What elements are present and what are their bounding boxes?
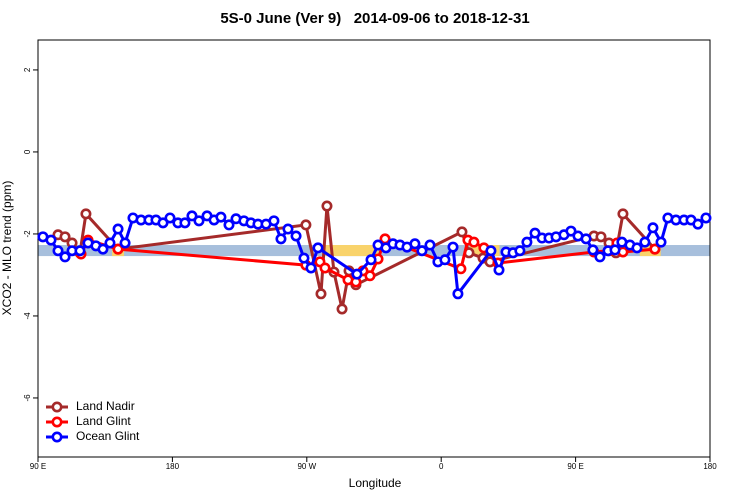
- data-point: [112, 223, 124, 235]
- x-tick-label: 0: [439, 462, 444, 471]
- data-point: [97, 243, 109, 255]
- data-point: [529, 227, 541, 239]
- data-point: [493, 264, 505, 276]
- data-point: [594, 251, 606, 263]
- data-point: [565, 225, 577, 237]
- legend-label: Land Glint: [76, 414, 131, 428]
- data-point: [186, 210, 198, 222]
- data-point: [312, 242, 324, 254]
- data-point: [700, 212, 712, 224]
- chart-title: 5S-0 June (Ver 9) 2014-09-06 to 2018-12-…: [220, 10, 529, 27]
- x-tick-label: 180: [703, 462, 717, 471]
- highlight-band: [324, 245, 379, 257]
- y-tick-label: -4: [23, 312, 32, 320]
- data-point: [282, 223, 294, 235]
- data-point: [215, 211, 227, 223]
- x-tick-label: 90 E: [567, 462, 583, 471]
- y-tick-label: 2: [23, 67, 32, 72]
- data-point: [447, 241, 459, 253]
- data-point: [609, 244, 621, 256]
- data-point: [223, 219, 235, 231]
- data-point: [468, 236, 480, 248]
- data-point: [119, 237, 131, 249]
- data-point: [275, 233, 287, 245]
- plot-frame: [37, 39, 711, 458]
- legend-label: Ocean Glint: [76, 429, 140, 443]
- legend-label: Land Nadir: [76, 399, 135, 413]
- data-point: [617, 208, 629, 220]
- data-point: [514, 245, 526, 257]
- data-point: [439, 254, 451, 266]
- data-point: [298, 252, 310, 264]
- data-point: [336, 303, 348, 315]
- data-point: [315, 288, 327, 300]
- data-point: [104, 237, 116, 249]
- data-point: [164, 212, 176, 224]
- data-point: [364, 270, 376, 282]
- legend-marker: [51, 416, 63, 428]
- data-point: [74, 245, 86, 257]
- data-point: [319, 262, 331, 274]
- y-tick-label: -2: [23, 230, 32, 238]
- x-axis-label: Longitude: [349, 476, 402, 490]
- data-point: [365, 254, 377, 266]
- data-point: [649, 243, 661, 255]
- data-point: [59, 231, 71, 243]
- y-tick-label: -6: [23, 394, 32, 402]
- legend-marker: [51, 401, 63, 413]
- data-point: [59, 251, 71, 263]
- data-point: [300, 219, 312, 231]
- y-tick-label: 0: [23, 149, 32, 154]
- x-tick-label: 180: [166, 462, 180, 471]
- x-tick-label: 90 E: [30, 462, 46, 471]
- data-point: [193, 215, 205, 227]
- data-point: [595, 231, 607, 243]
- data-point: [631, 242, 643, 254]
- x-tick-label: 90 W: [297, 462, 316, 471]
- data-point: [157, 217, 169, 229]
- legend-marker: [51, 431, 63, 443]
- data-point: [587, 244, 599, 256]
- data-point: [639, 236, 651, 248]
- data-point: [455, 263, 467, 275]
- data-point: [416, 245, 428, 257]
- data-point: [692, 218, 704, 230]
- data-point: [179, 217, 191, 229]
- data-point: [305, 262, 317, 274]
- data-point: [80, 208, 92, 220]
- data-point: [268, 215, 280, 227]
- data-point: [655, 236, 667, 248]
- data-point: [290, 230, 302, 242]
- data-point: [52, 245, 64, 257]
- data-point: [647, 222, 659, 234]
- data-point: [521, 236, 533, 248]
- data-point: [112, 243, 124, 255]
- data-point: [452, 288, 464, 300]
- data-point: [580, 233, 592, 245]
- data-point: [456, 226, 468, 238]
- y-axis-label: XCO2 - MLO trend (ppm): [0, 181, 14, 316]
- data-point: [485, 245, 497, 257]
- data-point: [409, 238, 421, 250]
- data-point: [424, 239, 436, 251]
- data-point: [45, 234, 57, 246]
- data-point: [351, 268, 363, 280]
- data-point: [321, 200, 333, 212]
